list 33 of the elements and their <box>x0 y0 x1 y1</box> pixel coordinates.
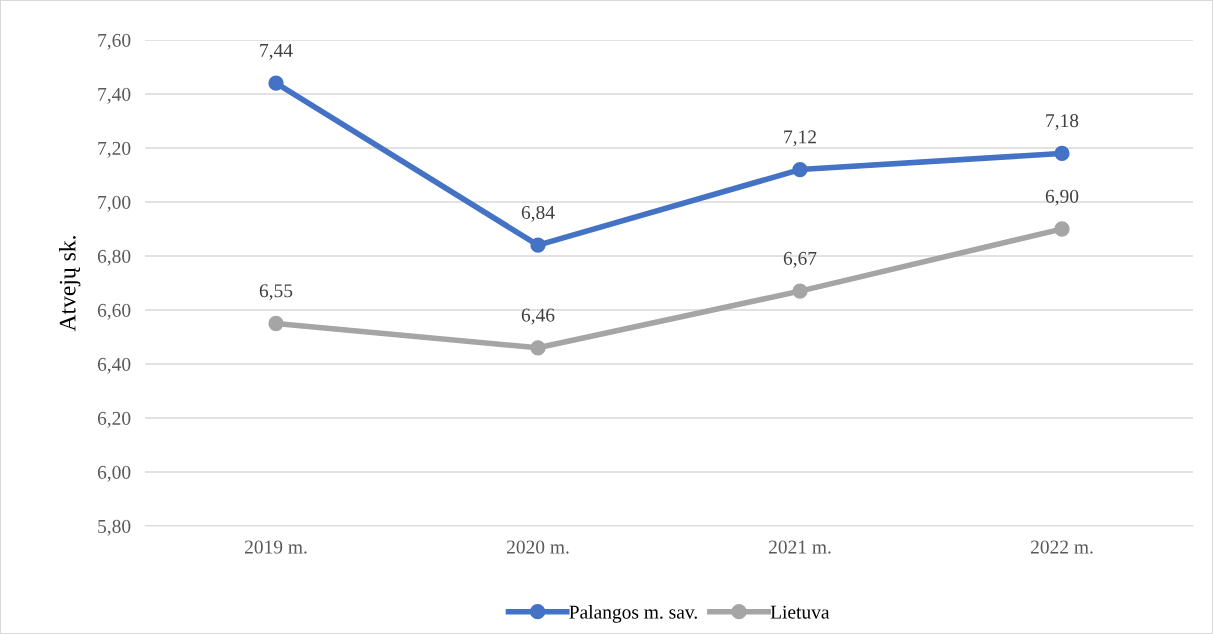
y-tick-label: 6,60 <box>97 303 131 320</box>
data-label: 7,44 <box>260 44 293 60</box>
y-tick-label: 5,80 <box>98 519 131 536</box>
data-label: 6,46 <box>521 308 555 325</box>
point <box>268 315 284 332</box>
data-label: 6,90 <box>1045 189 1079 206</box>
y-tick-label: 6,00 <box>97 465 131 482</box>
y-axis-title: Atvejų sk. <box>59 236 81 332</box>
y-tick-label: 6,20 <box>97 411 131 428</box>
x-tick-label: 2020 m. <box>506 540 569 554</box>
data-label: 7,12 <box>784 130 816 147</box>
legend-label: Palangos m. sav. <box>569 605 697 623</box>
x-tick-label: 2021 m. <box>768 540 831 554</box>
y-tick-label: 7,40 <box>98 87 131 104</box>
y-tick-label: 7,60 <box>98 33 131 50</box>
data-label: 6,67 <box>783 251 817 268</box>
point <box>1054 145 1070 162</box>
point <box>530 340 546 356</box>
point <box>530 237 546 253</box>
y-tick-label: 6,40 <box>97 357 131 374</box>
point <box>268 75 284 91</box>
x-tick-label: 2022 m. <box>1030 540 1093 554</box>
y-tick-label: 7,00 <box>98 195 131 212</box>
x-tick-label: 2019 m. <box>244 540 307 554</box>
y-tick-label: 7,20 <box>98 141 131 158</box>
point <box>792 161 808 178</box>
data-label: 7,18 <box>1046 114 1079 131</box>
data-label: 6,84 <box>521 205 555 222</box>
point <box>1054 221 1070 237</box>
y-tick-label: 6,80 <box>97 249 131 266</box>
legend-label: Lietuva <box>770 605 830 619</box>
data-label: 6,55 <box>259 284 293 301</box>
point <box>792 283 808 299</box>
